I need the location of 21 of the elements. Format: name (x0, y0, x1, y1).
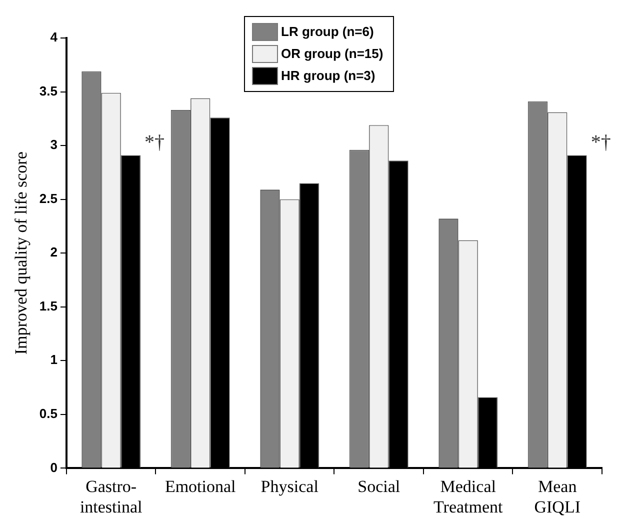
y-tick-label: 1 (50, 352, 58, 368)
x-tick-label: Emotional (164, 476, 236, 496)
legend-label: OR group (n=15) (281, 45, 384, 63)
y-axis-title: Improved quality of life score (12, 152, 31, 355)
y-tick-label: 2 (50, 244, 58, 260)
legend-label: LR group (n=6) (281, 23, 374, 41)
legend-label: HR group (n=3) (281, 67, 376, 85)
x-tick-label: Physical (260, 476, 319, 496)
y-tick-label: 0.5 (39, 406, 58, 422)
x-tick-label: Gastro- intestinal (80, 476, 143, 516)
y-tick-label: 3 (50, 137, 58, 152)
x-tick-label: Social (358, 476, 400, 496)
x-tick-label: Medical Treatment (433, 476, 504, 516)
annotation: *† (590, 131, 611, 154)
y-tick-label: 4 (50, 30, 58, 45)
annotation: *† (144, 131, 165, 154)
y-tick-label: 3.5 (39, 83, 58, 98)
y-tick-label: 2.5 (39, 190, 58, 206)
y-tick-label: 1.5 (39, 298, 58, 314)
y-tick-label: 0 (50, 460, 58, 475)
x-tick-label: Mean GIQLI (534, 476, 581, 516)
